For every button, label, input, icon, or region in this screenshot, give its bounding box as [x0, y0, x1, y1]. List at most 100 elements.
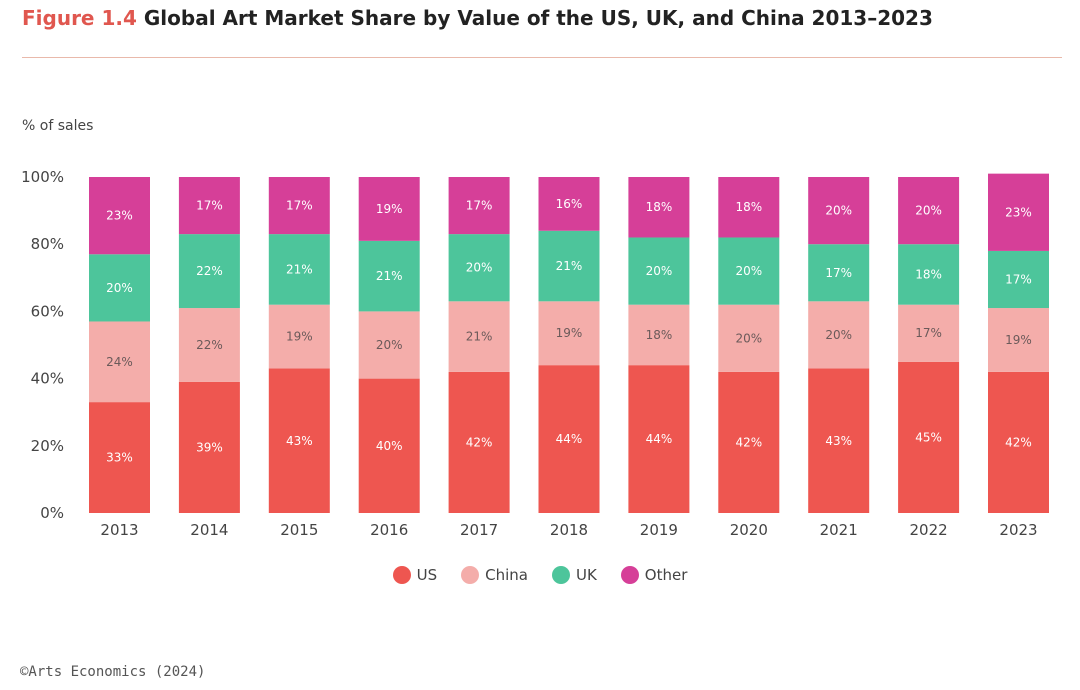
legend: US China UK Other	[0, 566, 1080, 584]
x-tick-label: 2013	[100, 521, 138, 539]
data-label: 23%	[1005, 205, 1032, 219]
y-tick-label: 80%	[31, 235, 64, 253]
bar-segment-uk	[808, 244, 870, 302]
bar-segment-china	[448, 301, 510, 372]
bar-segment-china	[718, 304, 780, 372]
data-label: 18%	[646, 200, 673, 214]
bar-segment-china	[988, 308, 1049, 372]
bar-segment-uk	[358, 240, 420, 312]
data-label: 17%	[915, 326, 942, 340]
y-tick-label: 60%	[31, 302, 64, 320]
data-label: 16%	[556, 197, 583, 211]
data-label: 44%	[556, 432, 583, 446]
bar-segment-uk	[718, 237, 780, 305]
x-tick-label: 2016	[370, 521, 408, 539]
data-label: 21%	[376, 269, 403, 283]
data-label: 20%	[646, 264, 673, 278]
bar-segment-other	[89, 177, 150, 255]
bar-segment-uk	[448, 234, 510, 302]
data-label: 40%	[376, 439, 403, 453]
data-label: 22%	[196, 264, 223, 278]
legend-swatch	[461, 566, 480, 584]
data-label: 45%	[915, 430, 942, 444]
data-label: 20%	[825, 204, 852, 218]
legend-label: China	[485, 566, 528, 584]
title-divider	[22, 57, 1062, 58]
bar-segment-uk	[89, 254, 150, 322]
bar-segment-other	[808, 177, 870, 245]
bar-segment-china	[628, 304, 690, 366]
data-label: 22%	[196, 338, 223, 352]
x-tick-label: 2015	[280, 521, 318, 539]
data-label: 18%	[915, 267, 942, 281]
data-label: 20%	[915, 204, 942, 218]
data-label: 21%	[286, 262, 313, 276]
x-tick-label: 2020	[730, 521, 768, 539]
chart-title: Figure 1.4 Global Art Market Share by Va…	[22, 6, 933, 30]
data-label: 17%	[196, 199, 223, 213]
data-label: 17%	[1005, 272, 1032, 286]
data-label: 33%	[106, 451, 133, 465]
x-tick-label: 2023	[999, 521, 1037, 539]
bar-segment-uk	[988, 250, 1049, 309]
bar-segment-other	[358, 177, 420, 241]
data-label: 42%	[466, 435, 493, 449]
data-label: 19%	[1005, 333, 1032, 347]
data-label: 17%	[286, 199, 313, 213]
data-label: 23%	[106, 209, 133, 223]
x-tick-label: 2014	[190, 521, 228, 539]
bar-segment-other	[628, 177, 690, 238]
legend-label: US	[416, 566, 438, 584]
data-label: 42%	[735, 435, 762, 449]
stacked-bar-chart: 0% 20% 40% 60% 80% 100% 33% 24% 20% 23% 2013 39% 22%…	[21, 168, 1049, 539]
data-label: 43%	[286, 434, 313, 448]
bar-segment-uk	[268, 234, 330, 305]
data-label: 24%	[106, 355, 133, 369]
bar-segment-other	[718, 177, 780, 238]
bar-segment-uk	[628, 237, 690, 305]
bar-segment-other	[268, 177, 330, 235]
y-tick-label: 100%	[21, 168, 64, 186]
y-axis-label: % of sales	[22, 118, 94, 134]
data-label: 20%	[825, 328, 852, 342]
legend-swatch	[392, 566, 411, 584]
data-label: 43%	[825, 434, 852, 448]
bar-segment-us	[89, 402, 150, 513]
data-label: 20%	[376, 338, 403, 352]
bar-segment-uk	[538, 230, 600, 302]
y-tick-label: 20%	[31, 437, 64, 455]
figure-label: Figure 1.4	[22, 6, 137, 30]
data-label: 19%	[376, 202, 403, 216]
data-label: 20%	[466, 261, 493, 275]
bar-segment-china	[178, 308, 240, 382]
bar-segment-us	[358, 378, 420, 513]
bar-segment-uk	[898, 244, 960, 305]
bar-segment-us	[538, 365, 600, 513]
bar-segment-china	[358, 311, 420, 379]
legend-label: UK	[575, 566, 597, 584]
data-label: 19%	[286, 330, 313, 344]
bar-segment-china	[898, 304, 960, 362]
bar-segment-china	[538, 301, 600, 366]
bar-segment-other	[898, 177, 960, 245]
bar-segment-us	[178, 381, 240, 513]
legend-item-other: Other	[620, 566, 688, 584]
legend-swatch	[620, 566, 639, 584]
bar-segment-other	[178, 177, 240, 235]
data-label: 42%	[1005, 435, 1032, 449]
y-tick-label: 40%	[31, 370, 64, 388]
x-tick-label: 2021	[820, 521, 858, 539]
bar-segment-us	[448, 371, 510, 513]
bar-segment-us	[718, 371, 780, 513]
y-tick-label: 0%	[40, 504, 64, 522]
x-tick-label: 2019	[640, 521, 678, 539]
bar-segment-us	[898, 361, 960, 513]
x-tick-label: 2018	[550, 521, 588, 539]
bar-segment-other	[988, 173, 1049, 251]
data-label: 18%	[646, 328, 673, 342]
legend-label: Other	[644, 566, 688, 584]
data-label: 19%	[556, 326, 583, 340]
data-label: 39%	[196, 440, 223, 454]
data-label: 17%	[825, 266, 852, 280]
data-label: 20%	[106, 281, 133, 295]
